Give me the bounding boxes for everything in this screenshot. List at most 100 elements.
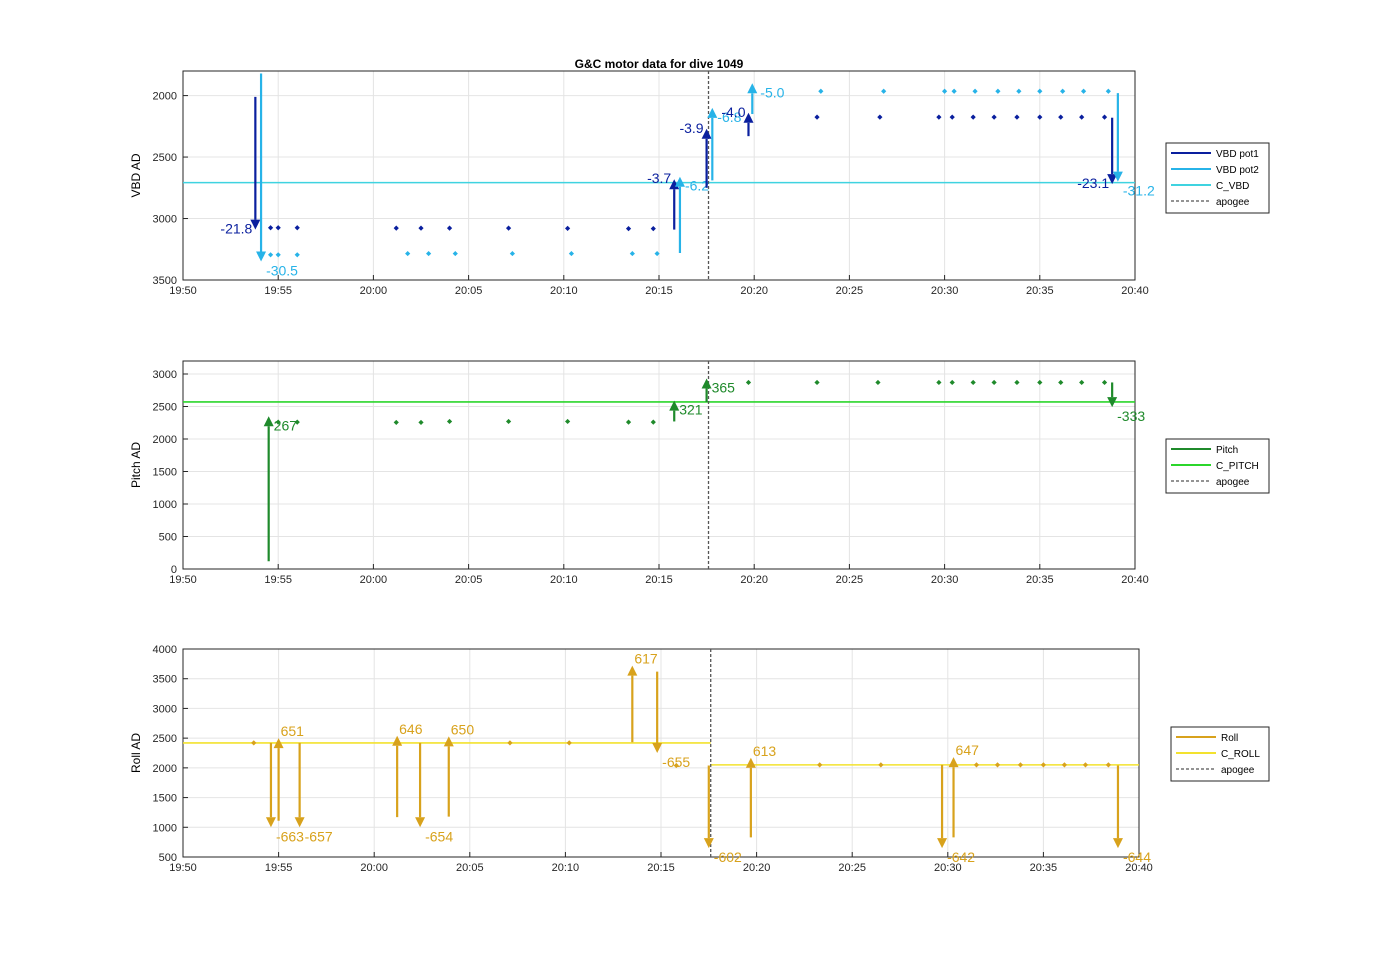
data-point: [509, 250, 515, 257]
data-point: [275, 252, 281, 258]
data-point: [970, 379, 976, 386]
data-point: [294, 225, 300, 231]
y-tick-label: 3000: [153, 703, 177, 715]
data-point: [1061, 762, 1068, 768]
data-point: [418, 419, 424, 426]
data-point: [1037, 114, 1043, 120]
arrow-label: 646: [399, 721, 423, 737]
y-tick-label: 2000: [153, 763, 177, 775]
x-tick-label: 20:05: [455, 574, 483, 586]
axes-frame: [182, 648, 1140, 858]
data-point: [568, 250, 575, 257]
data-point: [970, 114, 976, 120]
x-tick-label: 20:40: [1121, 574, 1149, 586]
x-tick-label: 20:20: [740, 285, 768, 297]
x-tick-label: 20:00: [360, 285, 388, 297]
data-point: [881, 88, 887, 94]
data-point: [452, 250, 458, 257]
x-tick-label: 20:20: [743, 862, 771, 874]
arrow-label: -657: [305, 828, 333, 844]
data-point: [294, 252, 300, 258]
data-point: [426, 250, 432, 257]
data-point: [875, 379, 881, 386]
data-point: [625, 419, 632, 425]
arrow-label: 650: [451, 721, 475, 737]
data-point: [994, 762, 1001, 768]
data-point: [294, 419, 300, 425]
arrow-head: [1112, 838, 1123, 849]
x-tick-label: 20:05: [455, 285, 483, 297]
y-tick-label: 2000: [153, 434, 177, 446]
data-point: [1014, 114, 1020, 120]
arrow-label: -6.2: [685, 178, 709, 194]
arrow-label: -644: [1123, 849, 1151, 865]
data-point: [1058, 379, 1064, 386]
data-point: [949, 379, 955, 386]
chart-roll: 19:50 19:55 20:00 20:05 20:10 20:15 20:20 20:25…: [129, 644, 1153, 874]
data-point: [1079, 114, 1085, 120]
x-tick-label: 20:30: [934, 862, 962, 874]
data-point: [1058, 114, 1064, 120]
data-point: [991, 114, 997, 120]
arrow-head: [674, 176, 685, 187]
y-axis-label: Roll AD: [129, 733, 143, 773]
arrow-label: -31.2: [1123, 183, 1155, 199]
data-point: [1060, 88, 1066, 94]
data-point: [267, 225, 274, 231]
x-tick-label: 20:20: [740, 574, 768, 586]
arrow-label: 651: [281, 723, 305, 739]
x-tick-label: 20:35: [1026, 574, 1054, 586]
data-point: [654, 250, 660, 257]
arrow-label: -654: [425, 828, 453, 844]
x-tick-label: 20:40: [1121, 285, 1149, 297]
legend-label: C_ROLL: [1221, 749, 1260, 760]
y-tick-label: 2500: [153, 152, 177, 164]
arrow-label: -3.9: [679, 120, 703, 136]
y-tick-label: 2000: [153, 91, 177, 103]
data-point: [418, 225, 424, 231]
data-point: [936, 379, 942, 386]
data-point: [505, 418, 512, 425]
data-point: [507, 740, 513, 746]
data-point: [650, 226, 656, 232]
arrow-head: [701, 378, 712, 389]
data-point: [1079, 379, 1085, 386]
y-tick-label: 4000: [153, 644, 177, 656]
arrow-head: [937, 838, 948, 849]
y-tick-label: 2500: [153, 733, 177, 745]
data-point: [1016, 88, 1022, 94]
arrow-label: 365: [712, 380, 736, 396]
data-point: [393, 419, 399, 426]
y-tick-label: 3000: [153, 369, 177, 381]
data-point: [275, 225, 281, 231]
data-point: [936, 114, 942, 120]
arrow-head: [294, 817, 305, 828]
arrow-head: [256, 251, 267, 262]
data-point: [1037, 88, 1043, 94]
arrow-label: -5.0: [760, 84, 784, 100]
data-point: [1040, 762, 1046, 768]
data-point: [1037, 379, 1043, 386]
arrow-label: 613: [753, 743, 777, 759]
legend-label: C_VBD: [1216, 181, 1249, 192]
data-point: [629, 250, 635, 257]
x-tick-label: 20:00: [360, 574, 388, 586]
y-tick-label: 1500: [153, 467, 177, 479]
y-tick-label: 3500: [153, 275, 177, 287]
x-tick-label: 20:25: [836, 574, 864, 586]
arrow-head: [701, 128, 712, 139]
x-tick-label: 20:10: [550, 285, 578, 297]
y-tick-label: 500: [159, 852, 177, 864]
data-point: [818, 88, 824, 94]
x-tick-label: 20:25: [836, 285, 864, 297]
arrow-head: [263, 416, 274, 427]
x-tick-label: 20:35: [1026, 285, 1054, 297]
data-point: [625, 226, 632, 232]
arrow-label: 617: [634, 651, 658, 667]
y-tick-label: 3500: [153, 674, 177, 686]
x-tick-label: 19:55: [264, 574, 292, 586]
data-point: [393, 225, 399, 231]
arrow-head: [392, 735, 403, 746]
arrow-label: 647: [956, 742, 980, 758]
